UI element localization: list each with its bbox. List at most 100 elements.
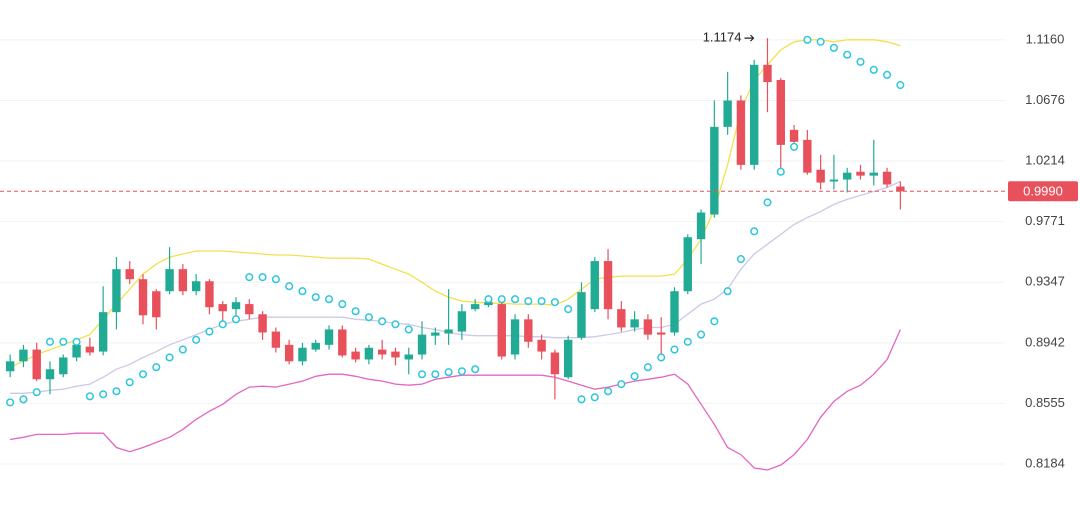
- sar-dot: [378, 317, 387, 326]
- candle-body: [670, 291, 679, 333]
- sar-dot: [404, 325, 413, 334]
- sar-dot: [444, 368, 453, 377]
- candle-body: [85, 346, 95, 353]
- y-tick-label: 1.0214: [1025, 152, 1065, 167]
- candle-body: [803, 139, 812, 173]
- sar-dot: [776, 167, 785, 176]
- y-tick-label: 1.1160: [1026, 31, 1065, 46]
- candle-body: [72, 344, 81, 358]
- candle-body: [205, 281, 214, 308]
- sar-dot: [723, 287, 732, 296]
- sar-dot: [85, 392, 94, 401]
- price-label: 0.9990: [1023, 184, 1063, 199]
- candle-body: [404, 354, 413, 360]
- sar-dot: [750, 227, 759, 236]
- sar-dot: [869, 65, 878, 74]
- sar-dot: [32, 388, 41, 397]
- sar-dot: [431, 370, 440, 379]
- sar-dot: [457, 367, 466, 376]
- sar-dot: [59, 337, 68, 346]
- sar-dot: [763, 198, 772, 207]
- candle-body: [231, 302, 241, 310]
- high-marker-arrow: [744, 34, 755, 42]
- candle-body: [112, 269, 121, 313]
- sar-dot: [603, 387, 613, 396]
- candle-body: [856, 171, 865, 176]
- candle-body: [364, 347, 374, 360]
- candle-body: [656, 332, 666, 335]
- candle-body: [710, 126, 719, 215]
- sar-dot: [577, 395, 586, 404]
- candle-body: [736, 100, 746, 165]
- y-tick-label: 0.8184: [1025, 455, 1065, 470]
- candle-body: [829, 179, 839, 182]
- candle-body: [417, 334, 427, 355]
- sar-dot: [790, 142, 799, 151]
- sar-dot: [564, 305, 573, 314]
- sar-dot: [245, 273, 254, 282]
- sar-dot: [298, 287, 307, 296]
- candle-body: [298, 347, 307, 362]
- y-tick-label: 0.9347: [1025, 274, 1065, 289]
- candle-body: [324, 329, 334, 345]
- sar-dot: [856, 57, 865, 66]
- candle-body: [617, 309, 626, 328]
- sar-dot: [391, 320, 400, 329]
- sar-dot: [72, 337, 81, 346]
- candle-body: [245, 304, 254, 315]
- sar-dot: [803, 35, 812, 44]
- candle-body: [750, 64, 759, 165]
- candle-body: [696, 212, 706, 240]
- candle-body: [45, 369, 55, 380]
- sar-dot: [178, 345, 187, 354]
- candle-body: [630, 319, 639, 328]
- candle-body: [5, 361, 15, 372]
- sar-dot: [324, 295, 334, 304]
- sar-dot: [152, 363, 161, 372]
- candle-body: [843, 172, 852, 180]
- sar-dot: [125, 378, 134, 387]
- sar-dot: [816, 37, 825, 46]
- sar-dot: [99, 390, 108, 399]
- candle-body: [191, 281, 201, 292]
- sar-dot: [338, 300, 347, 309]
- candle-body: [284, 344, 294, 362]
- sar-dot: [510, 295, 520, 304]
- sar-dot: [550, 298, 559, 307]
- sar-dot: [471, 365, 480, 374]
- candle-body: [59, 357, 68, 375]
- sar-dot: [417, 370, 427, 379]
- candle-body: [178, 269, 188, 292]
- candle-body: [165, 269, 174, 292]
- sar-dot: [271, 275, 280, 284]
- sar-dot: [484, 295, 493, 304]
- sar-dot: [285, 282, 294, 291]
- sar-dot: [829, 43, 838, 52]
- sar-dot: [45, 337, 55, 346]
- sar-dot: [351, 307, 360, 316]
- candle-body: [470, 304, 480, 310]
- candle-body: [882, 171, 892, 185]
- sar-dot: [896, 81, 905, 90]
- candle-body: [351, 351, 360, 360]
- sar-dot: [165, 353, 174, 362]
- sar-dot: [6, 398, 15, 407]
- indicator-line: [10, 180, 901, 394]
- high-marker-label: 1.1174: [703, 30, 742, 45]
- sar-dot: [19, 395, 28, 404]
- candle-body: [377, 349, 387, 355]
- sar-dot: [112, 387, 121, 396]
- candle-body: [125, 269, 134, 280]
- y-tick-label: 0.8555: [1025, 395, 1065, 410]
- sar-dot: [524, 297, 533, 306]
- sar-dot: [657, 353, 666, 362]
- sar-dot: [205, 327, 214, 336]
- candle-body: [431, 332, 440, 336]
- candle-body: [590, 261, 599, 310]
- candle-body: [311, 342, 320, 350]
- sar-dot: [630, 372, 639, 381]
- candle-body: [457, 311, 467, 332]
- candle-body: [603, 261, 613, 310]
- y-tick-label: 0.9771: [1025, 213, 1065, 228]
- candle-body: [723, 100, 732, 127]
